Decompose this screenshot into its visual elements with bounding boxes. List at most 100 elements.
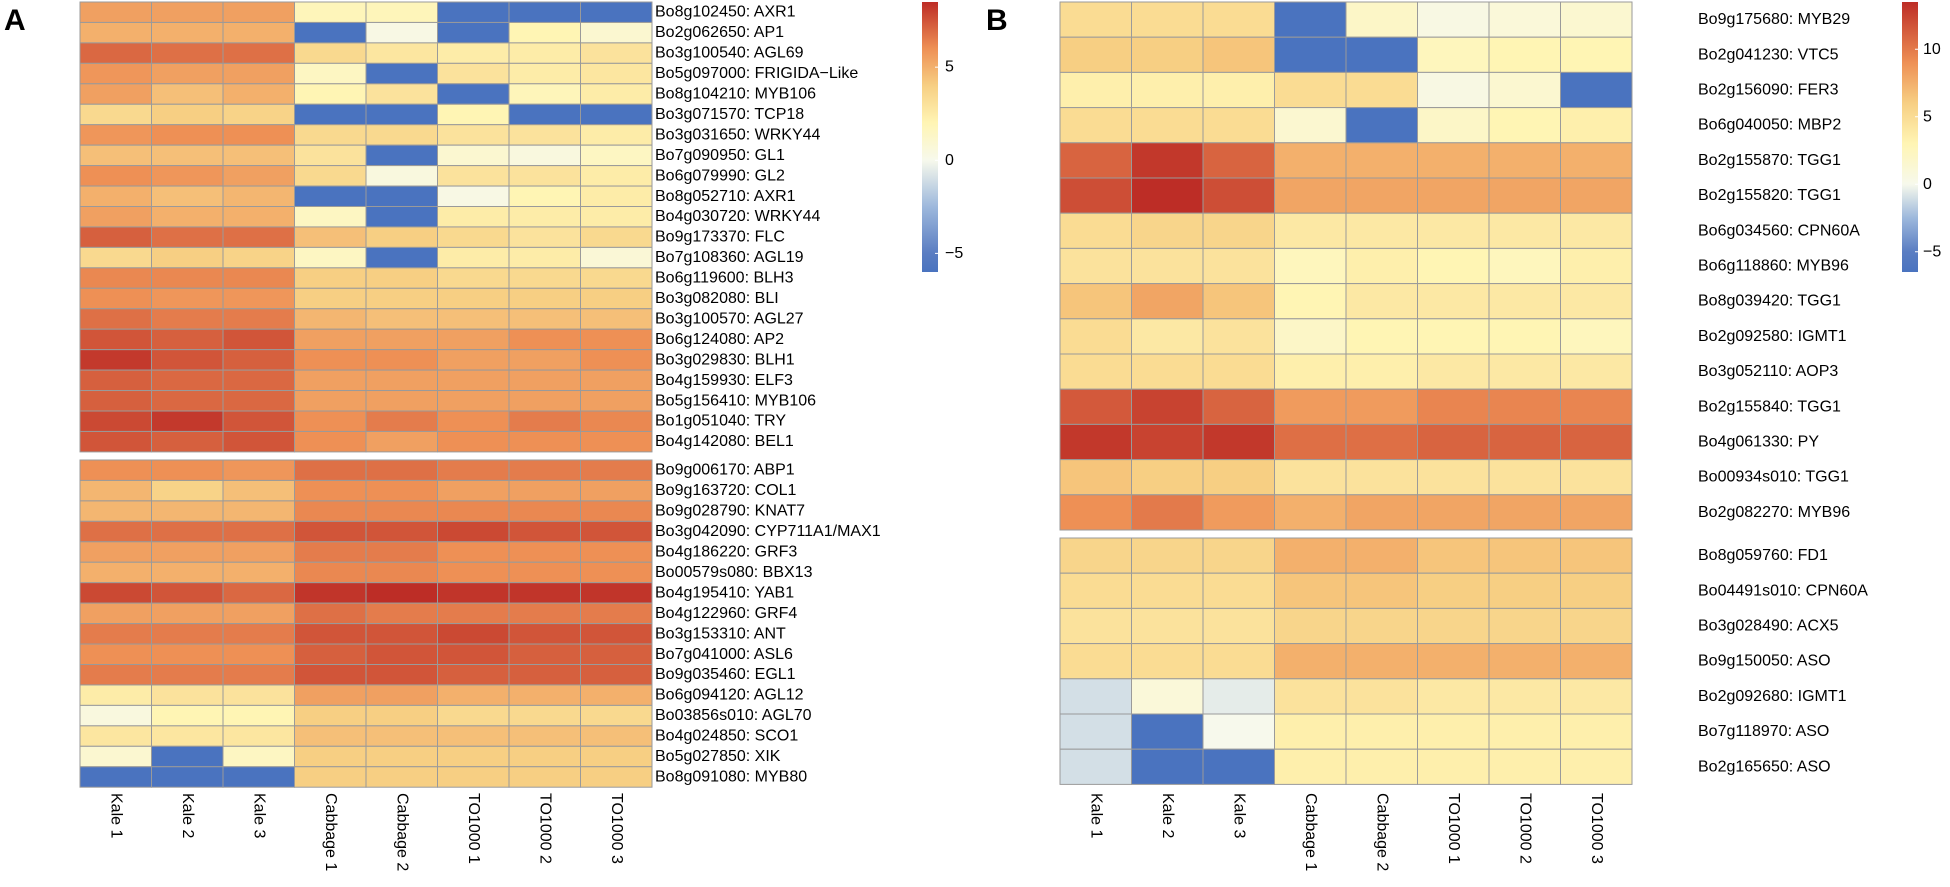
heatmap-cell [222,643,295,665]
heatmap-cell [1488,283,1561,320]
row-group-1: Bo8g102450: AXR1 Bo2g062650: AP1 Bo3g10054… [79,1,858,453]
heatmap-cell [1131,607,1204,645]
heatmap-cell [151,308,224,330]
heatmap-cell [580,267,653,289]
heatmap-cell [1345,494,1418,531]
heatmap-cell [365,62,438,85]
heatmap-cell [508,103,581,126]
heatmap-cell [437,144,510,167]
heatmap-cell [508,602,581,625]
heatmap-cell [365,226,438,248]
column-label-to1000-3: TO1000 3 [608,793,625,864]
heatmap-cell [1202,607,1275,645]
row-label-bo2g092680-igmt1: Bo2g092680: IGMT1 [1698,688,1847,705]
heatmap-cell [151,267,224,289]
heatmap-cell [580,479,653,502]
heatmap-cell [1417,537,1490,574]
heatmap-cell [1274,537,1347,574]
heatmap-cell [1560,1,1633,38]
heatmap-cell [294,185,367,208]
heatmap-cell [1488,459,1561,496]
heatmap-cell [1202,713,1275,750]
heatmap-cell [79,226,152,248]
column-label-cabbage-1: Cabbage 1 [322,793,339,871]
heatmap-cell [151,1,224,23]
heatmap-cell [1488,713,1561,750]
heatmap-cell [1488,71,1561,109]
heatmap-cell [1059,283,1132,320]
heatmap-cell [365,430,438,453]
panel-a-label: A [4,4,26,37]
heatmap-cell [508,124,581,146]
column-label-to1000-1: TO1000 1 [465,793,482,864]
heatmap-cell [294,541,367,563]
column-label-kale-2: Kale 2 [179,793,196,838]
heatmap-cell [151,246,224,269]
row-label-bo2g092580-igmt1: Bo2g092580: IGMT1 [1698,328,1847,345]
heatmap-cell [1488,212,1561,249]
heatmap-cell [1059,459,1132,496]
heatmap-cell [508,582,581,604]
heatmap-cell [508,349,581,371]
heatmap-cell [1488,247,1561,285]
row-label-bo8g091080-myb80: Bo8g091080: MYB80 [655,768,807,785]
heatmap-cell [1345,572,1418,609]
heatmap-cell [1059,572,1132,609]
heatmap-cell [1274,607,1347,645]
row-label-bo9g028790-knat7: Bo9g028790: KNAT7 [655,503,805,520]
heatmap-cell [1417,423,1490,461]
heatmap-cell [79,42,152,64]
heatmap-cell [437,206,510,228]
color-scale-tick-label: 10 [1923,41,1941,58]
heatmap-cell [1417,643,1490,680]
row-label-bo6g094120-agl12: Bo6g094120: AGL12 [655,687,804,704]
heatmap-cell [1059,1,1132,38]
color-scale-bar [922,2,938,272]
heatmap-cell [508,745,581,768]
heatmap-cell [79,725,152,747]
heatmap-cell [1417,1,1490,38]
row-label-bo4g142080-bel1: Bo4g142080: BEL1 [655,433,794,450]
heatmap-cell [222,206,295,228]
heatmap-cell [508,390,581,412]
heatmap-cell [294,165,367,187]
heatmap-cell [1131,494,1204,531]
heatmap-cell [79,144,152,167]
heatmap-cell [151,602,224,625]
heatmap-cell [1488,643,1561,680]
heatmap-cell [508,520,581,543]
heatmap-cell [1131,283,1204,320]
heatmap-cell [1274,459,1347,496]
heatmap-cell [580,369,653,392]
heatmap-cell [151,643,224,665]
heatmap-cell [508,684,581,706]
heatmap-cell [437,246,510,269]
heatmap-cell [222,369,295,392]
row-label-bo3g071570-tcp18: Bo3g071570: TCP18 [655,106,804,123]
heatmap-cell [1274,572,1347,609]
heatmap-cell [1059,247,1132,285]
heatmap-cell [1345,142,1418,179]
row-group-2: Bo8g059760: FD1 Bo04491s010: CPN60A Bo3g02… [1059,537,1868,785]
heatmap-cell [1131,537,1204,574]
heatmap-cell [508,623,581,645]
heatmap-cell [1059,678,1132,715]
heatmap-cell [365,42,438,64]
heatmap-cell [222,430,295,453]
row-label-bo1g051040-try: Bo1g051040: TRY [655,413,786,430]
heatmap-cell [294,369,367,392]
heatmap-cell [294,500,367,522]
heatmap-cell [151,500,224,522]
heatmap-cell [1560,713,1633,750]
panel-a-heatmap: A Bo8g102450: AXR1 Bo2g062650: AP1 Bo3g100… [4,1,963,871]
heatmap-cell [437,267,510,289]
heatmap-cell [1560,423,1633,461]
heatmap-cell [365,83,438,105]
heatmap-cell [365,623,438,645]
heatmap-cell [294,62,367,85]
heatmap-cell [437,500,510,522]
heatmap-cell [1345,107,1418,144]
row-label-bo6g079990-gl2: Bo6g079990: GL2 [655,167,785,184]
heatmap-cell [437,165,510,187]
row-label-bo6g119600-blh3: Bo6g119600: BLH3 [655,270,794,287]
